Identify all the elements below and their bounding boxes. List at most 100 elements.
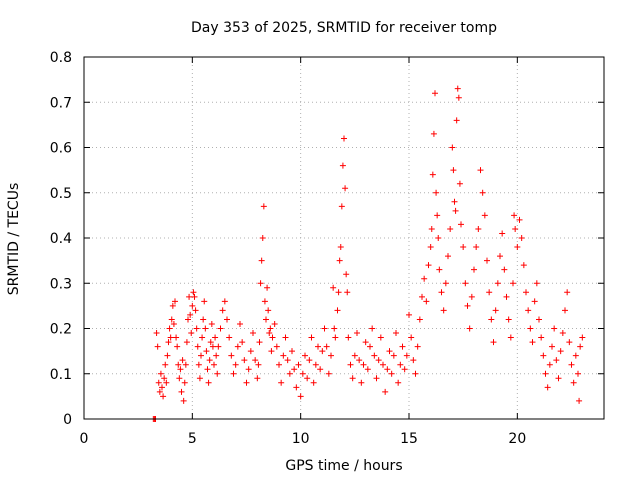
data-point [488,316,495,323]
data-point [203,348,210,355]
data-point [507,334,514,341]
data-point [195,361,202,368]
x-tick-label: 20 [508,431,526,447]
data-point [254,375,261,382]
data-point [572,352,579,359]
data-point [468,293,475,300]
data-point [259,235,266,241]
data-point [334,307,341,314]
data-point [189,302,196,309]
data-point [157,370,164,377]
data-point [540,352,547,359]
data-point [185,316,191,323]
data-point [511,212,518,219]
data-point [278,379,285,386]
data-point [377,334,384,341]
y-tick-label: 0.3 [50,276,72,292]
data-point [153,330,160,337]
y-tick-label: 0.4 [50,231,72,247]
data-point [433,189,440,196]
y-tick-label: 0.8 [50,50,72,66]
data-point [299,370,306,377]
data-point [174,343,181,350]
data-point [373,375,380,382]
data-point [209,343,216,350]
data-point [164,352,171,359]
data-point [237,320,243,327]
data-point [172,298,178,305]
data-point [291,366,298,373]
data-point [456,180,463,187]
data-point [200,316,207,323]
data-point [156,388,163,395]
data-point [390,352,397,359]
data-point [261,298,268,305]
data-point [445,253,451,260]
data-point [351,352,358,359]
data-point [269,334,276,341]
data-point [486,289,493,296]
data-point [181,379,188,386]
data-point [473,244,480,251]
data-point [576,397,583,404]
data-point [484,257,490,264]
data-point [529,339,536,346]
data-point [163,379,170,386]
data-point [293,384,300,391]
data-point [399,343,406,350]
x-tick-label: 5 [188,431,197,447]
data-point [217,325,224,332]
data-point [201,298,208,305]
data-point [230,370,237,377]
data-point [553,357,560,364]
data-point [212,334,219,341]
data-point [380,361,386,368]
data-point [455,94,462,101]
data-point [260,203,267,210]
grid-lines [84,57,604,419]
data-point [343,271,350,278]
data-point [460,244,467,251]
data-point [243,379,250,386]
data-point [492,307,499,314]
x-tick-label: 10 [292,431,310,447]
data-point [160,393,167,400]
data-point [258,257,265,264]
data-point [429,171,436,178]
data-point [566,339,573,346]
data-point [358,379,365,386]
data-point [192,307,199,314]
data-point [438,289,445,296]
data-point [505,316,512,323]
data-point [215,343,222,350]
data-point [264,284,271,291]
data-point [408,334,415,341]
y-tick-label: 0.1 [50,367,72,383]
data-point [176,375,183,382]
data-point [295,361,302,368]
data-point [416,316,423,323]
data-point [221,298,228,305]
data-point [371,352,378,359]
data-point [190,289,197,296]
data-point [454,85,461,92]
data-point [180,397,187,404]
data-point [308,334,315,341]
data-point [302,352,308,359]
data-point [168,316,175,323]
data-point [205,379,212,386]
tick-labels: 0 0.1 0.2 0.3 0.4 0.5 0.6 0.7 0.8 0 5 10 15 20 [50,50,527,447]
data-point [178,388,185,395]
data-point [312,361,319,368]
data-point [202,325,209,332]
data-point [516,216,523,223]
data-point [570,379,577,386]
data-point [154,343,161,350]
y-axis-label: SRMTID / TECUs [6,183,22,296]
data-point [525,307,532,314]
data-point [183,339,190,346]
data-point [544,384,551,391]
data-point [403,352,410,359]
data-point [239,339,246,346]
y-tick-label: 0 [63,412,72,428]
